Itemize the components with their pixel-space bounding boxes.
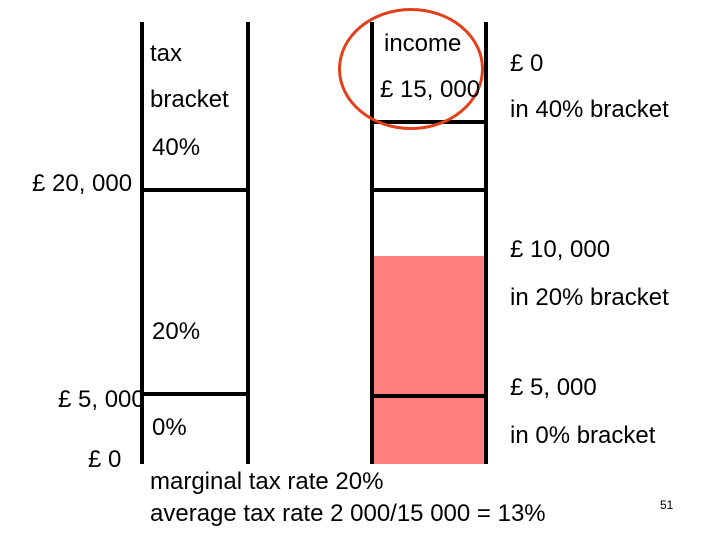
tax-column-left-border — [140, 22, 144, 464]
tax-bracket-divider-5000 — [140, 392, 250, 396]
breakdown-40-amount: £ 0 — [510, 50, 544, 77]
income-level-20000 — [370, 188, 488, 192]
tax-column-right-border — [246, 22, 250, 464]
average-tax-rate-text: average tax rate 2 000/15 000 = 13% — [150, 500, 546, 527]
breakdown-20-amount: £ 10, 000 — [510, 236, 611, 263]
tax-rate-20: 20% — [152, 318, 201, 345]
tax-rate-0: 0% — [152, 414, 187, 441]
breakdown-0-desc: in 0% bracket — [510, 422, 656, 449]
income-fill-20-percent — [372, 256, 486, 396]
tax-bracket-divider-20000 — [140, 188, 250, 192]
page-number: 51 — [660, 498, 674, 512]
income-header: income — [384, 30, 462, 57]
income-fill-0-percent — [372, 398, 486, 464]
axis-label-20000: £ 20, 000 — [32, 170, 133, 197]
tax-header-line2: bracket — [150, 86, 229, 113]
tax-header-line1: tax — [150, 40, 183, 67]
axis-label-0: £ 0 — [88, 446, 122, 473]
breakdown-20-desc: in 20% bracket — [510, 284, 669, 311]
income-column-right-border — [484, 22, 488, 464]
axis-label-5000: £ 5, 000 — [58, 386, 145, 413]
tax-rate-40: 40% — [152, 134, 201, 161]
breakdown-40-desc: in 40% bracket — [510, 96, 669, 123]
income-value: £ 15, 000 — [380, 76, 481, 103]
marginal-tax-rate-text: marginal tax rate 20% — [150, 468, 384, 495]
breakdown-0-amount: £ 5, 000 — [510, 374, 597, 401]
income-highlight-circle — [338, 8, 484, 130]
income-column-left-border — [370, 22, 374, 464]
income-level-5000 — [370, 394, 488, 398]
